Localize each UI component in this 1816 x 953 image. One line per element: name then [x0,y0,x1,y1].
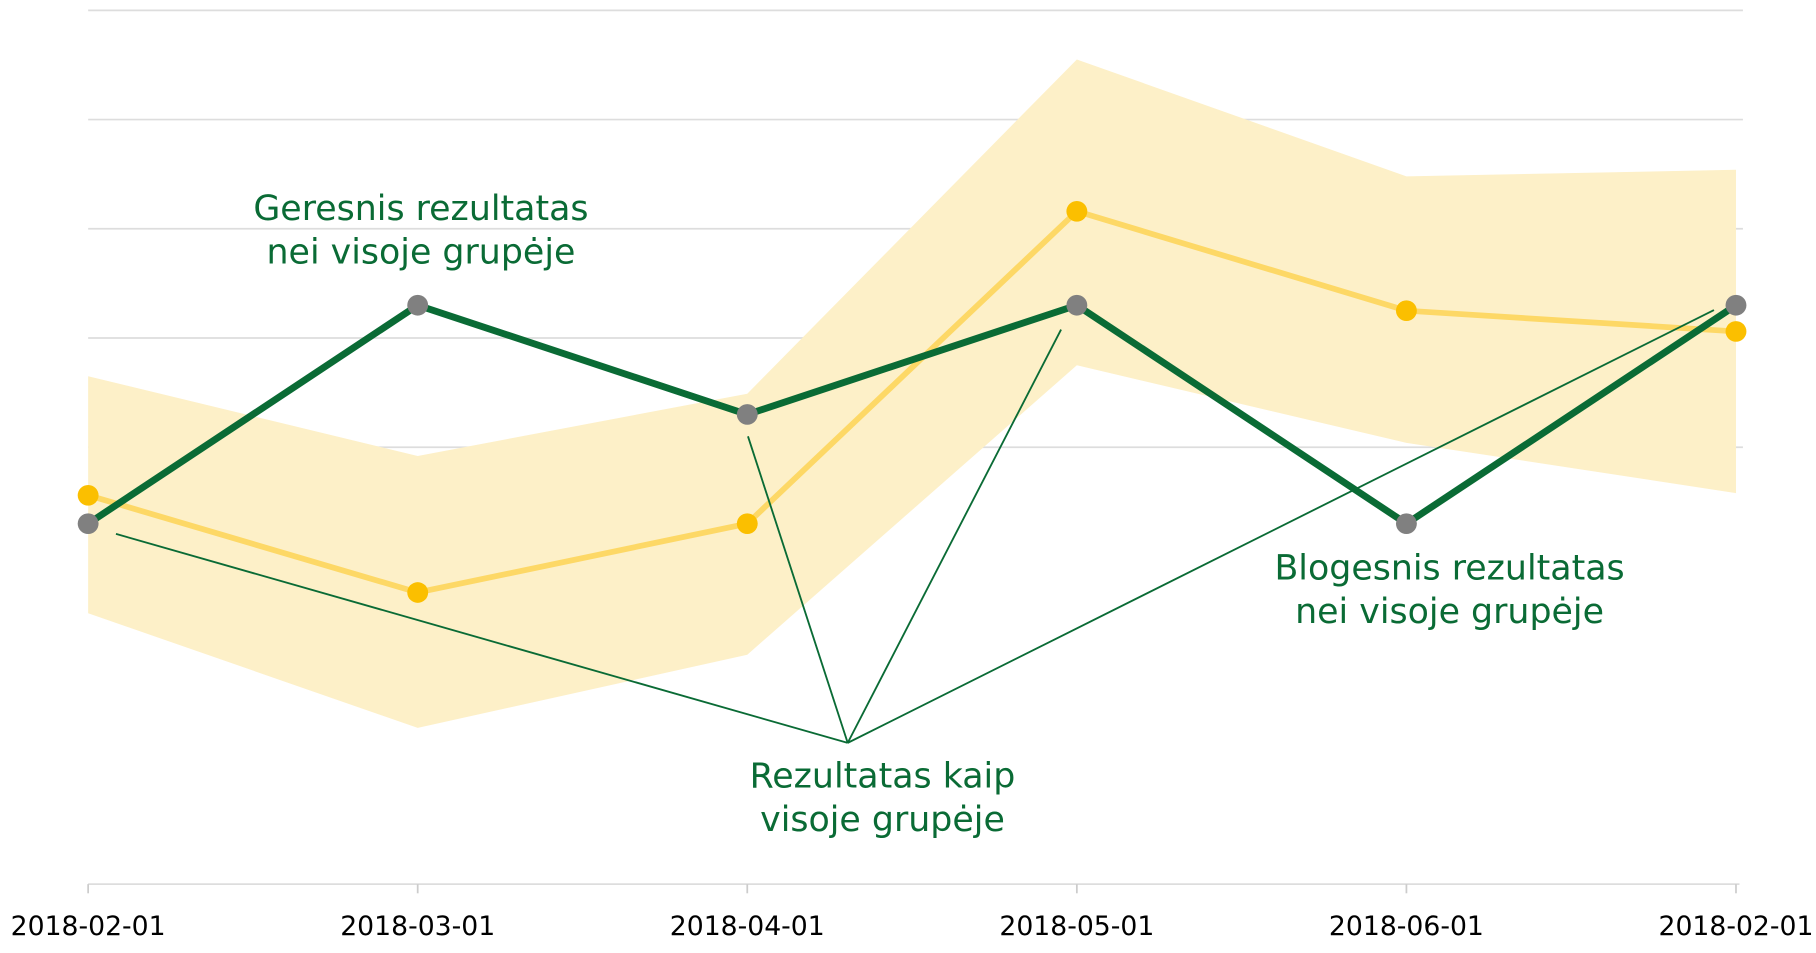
point [1395,300,1417,322]
x-tick-label: 2018-02-01 [1659,911,1814,942]
annotation: Rezultatas kaip [750,756,1016,796]
annotation: Geresnis rezultatas [253,189,588,229]
band [88,59,1736,728]
point [407,294,429,316]
point [77,484,99,506]
annotation: visoje grupėje [760,800,1005,840]
point [77,513,99,535]
series-line [86,301,1738,528]
x-tick-label: 2018-04-01 [670,911,825,942]
point [1725,294,1747,316]
point [1395,513,1417,535]
x-tick-label: 2018-03-01 [340,911,495,942]
annotation: Blogesnis rezultatas [1274,549,1624,589]
series-line [87,208,1737,596]
x-tick-label: 2018-05-01 [999,911,1154,942]
x-tick-label: 2018-02-01 [11,911,166,942]
point [1725,321,1747,342]
annotation: nei visoje grupėje [1295,592,1604,632]
point [736,513,758,535]
leader-line [847,309,1715,744]
point [1066,294,1088,316]
annotation: nei visoje grupėje [267,233,576,273]
point [1066,200,1088,222]
x-tick-label: 2018-06-01 [1329,911,1484,942]
leader-line [846,329,1062,744]
point [736,404,758,425]
leader-line [747,436,849,744]
point [407,582,429,603]
leader-line [115,533,848,744]
